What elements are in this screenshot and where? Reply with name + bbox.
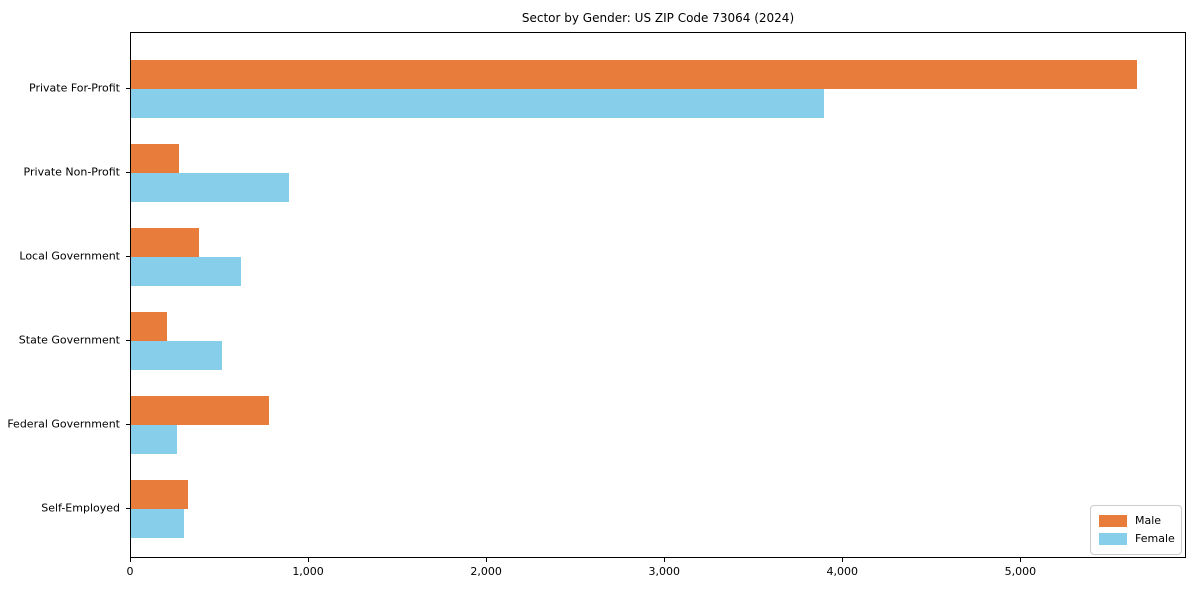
bar-female-federal-government: [131, 425, 177, 454]
x-tick: [130, 558, 131, 562]
bar-male-self-employed: [131, 480, 188, 509]
y-tick: [126, 424, 130, 425]
legend-entry-male: Male: [1099, 512, 1173, 530]
bar-male-federal-government: [131, 396, 269, 425]
legend: Male Female: [1090, 505, 1182, 555]
bar-female-private-non-profit: [131, 173, 289, 202]
y-tick: [126, 172, 130, 173]
bar-male-private-non-profit: [131, 144, 179, 173]
bar-male-state-government: [131, 312, 167, 341]
bar-male-private-for-profit: [131, 60, 1137, 89]
x-tick-label-3-000: 3,000: [648, 565, 680, 578]
x-tick-label-0: 0: [126, 565, 134, 578]
bar-female-self-employed: [131, 509, 184, 538]
x-tick-label-4-000: 4,000: [826, 565, 859, 578]
chart-title: Sector by Gender: US ZIP Code 73064 (202…: [521, 11, 795, 25]
x-tick-label-2-000: 2,000: [470, 565, 502, 578]
y-tick: [126, 508, 130, 509]
y-axis-label-local-government: Local Government: [19, 249, 120, 263]
y-axis-label-self-employed: Self-Employed: [41, 501, 120, 515]
legend-swatch-female: [1099, 533, 1127, 545]
y-axis-label-federal-government: Federal Government: [7, 417, 120, 431]
x-tick: [664, 558, 666, 562]
y-axis-label-private-for-profit: Private For-Profit: [29, 81, 120, 95]
y-axis-label-state-government: State Government: [18, 333, 120, 347]
x-tick: [1020, 558, 1022, 562]
legend-label-female: Female: [1135, 532, 1175, 545]
y-tick: [126, 256, 130, 257]
legend-entry-female: Female: [1099, 530, 1175, 548]
bar-female-state-government: [131, 341, 222, 370]
x-tick-label-1-000: 1,000: [292, 565, 324, 578]
x-tick-label-5-000: 5,000: [1004, 565, 1037, 578]
y-tick: [126, 340, 130, 341]
x-tick: [486, 558, 488, 562]
x-tick: [308, 558, 310, 562]
legend-label-male: Male: [1135, 514, 1162, 527]
bar-male-local-government: [131, 228, 199, 257]
plot-area: [130, 32, 1186, 558]
y-axis-label-private-non-profit: Private Non-Profit: [23, 165, 120, 179]
bar-female-private-for-profit: [131, 89, 824, 118]
x-tick: [842, 558, 844, 562]
legend-swatch-male: [1099, 515, 1127, 527]
bar-female-local-government: [131, 257, 241, 286]
y-tick: [126, 88, 130, 89]
